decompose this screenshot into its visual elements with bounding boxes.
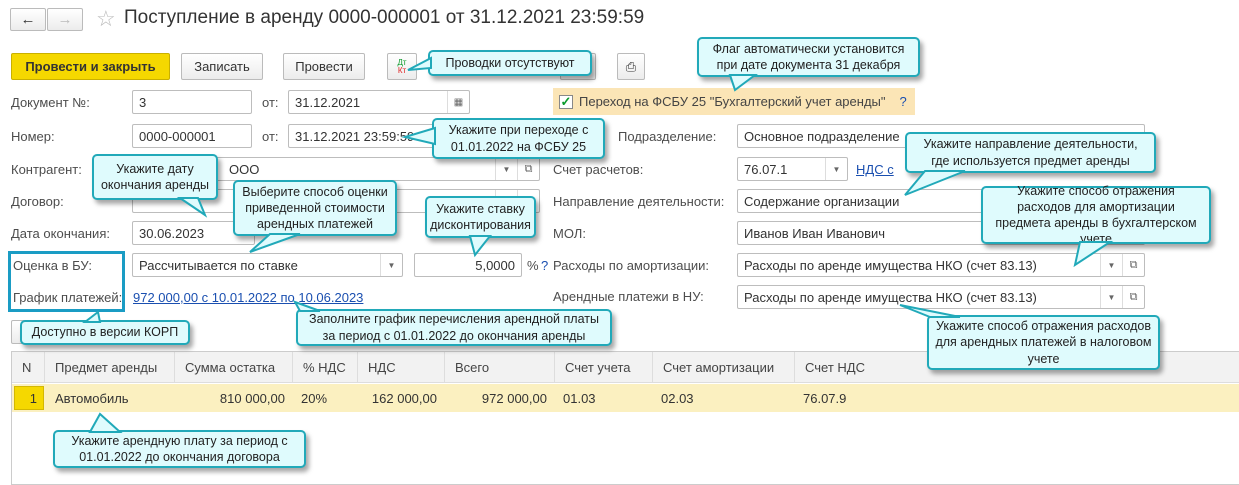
division-label: Подразделение: [618, 129, 717, 144]
callout-valuation: Выберите способ оценки приведенной стоим… [233, 180, 397, 236]
activity-value: Содержание организации [744, 193, 900, 209]
cell-total[interactable]: 972 000,00 [481, 390, 547, 406]
doc-date-input[interactable]: 31.12.2021 ▦ [288, 90, 470, 114]
from-label: от: [262, 95, 279, 110]
doc-no-input[interactable]: 3 [132, 90, 252, 114]
cell-subject[interactable]: Автомобиль [55, 390, 129, 406]
valuation-select[interactable]: Рассчитывается по ставке ▼ [132, 253, 403, 277]
from-label-2: от: [262, 129, 279, 144]
col-account[interactable]: Счет учета [555, 352, 653, 383]
fsbu-checkbox-label: Переход на ФСБУ 25 "Бухгалтерский учет а… [579, 94, 886, 109]
page-title: Поступление в аренду 0000-000001 от 31.1… [124, 7, 645, 28]
callout-rent: Укажите арендную плату за период с 01.01… [53, 430, 306, 468]
account-value: 76.07.1 [744, 161, 788, 177]
col-amort-account[interactable]: Счет амортизации [653, 352, 795, 383]
col-vat-rate[interactable]: % НДС [293, 352, 358, 383]
post-and-close-button[interactable]: Провести и закрыть [11, 53, 170, 80]
cell-vat-account[interactable]: 76.07.9 [803, 390, 847, 406]
kt-label: Кт [397, 65, 407, 75]
col-subject[interactable]: Предмет аренды [45, 352, 175, 383]
back-button[interactable]: ← [10, 8, 46, 31]
doc-no-label: Документ №: [11, 95, 90, 110]
open-icon[interactable]: ⧉ [517, 158, 539, 180]
callout-tax: Укажите способ отражения расходов для ар… [927, 315, 1160, 370]
tax-value: Расходы по аренде имущества НКО (счет 83… [744, 289, 1037, 305]
save-button[interactable]: Записать [181, 53, 263, 80]
cell-amort-account[interactable]: 02.03 [661, 390, 694, 406]
cell-balance[interactable]: 810 000,00 [219, 390, 285, 406]
col-vat[interactable]: НДС [358, 352, 445, 383]
schedule-label: График платежей: [13, 290, 123, 305]
print-button[interactable]: ⎙ [617, 53, 645, 80]
dropdown-icon[interactable]: ▼ [495, 158, 517, 180]
account-label: Счет расчетов: [553, 162, 644, 177]
col-balance[interactable]: Сумма остатка [175, 352, 293, 383]
dropdown-icon[interactable]: ▼ [1100, 254, 1122, 276]
amort-value: Расходы по аренде имущества НКО (счет 83… [744, 257, 1037, 273]
callout-postings: Проводки отсутствуют [428, 50, 592, 76]
dropdown-icon[interactable]: ▼ [1100, 286, 1122, 308]
tax-label: Арендные платежи в НУ: [553, 289, 704, 304]
tail-valuation [249, 233, 301, 253]
dt-label: Дт [397, 57, 407, 67]
valuation-value: Рассчитывается по ставке [139, 257, 298, 273]
account-select[interactable]: 76.07.1 ▼ [737, 157, 848, 181]
col-n[interactable]: N [12, 352, 45, 383]
contract-label: Договор: [11, 194, 64, 209]
table-row[interactable] [12, 384, 1239, 412]
tax-select[interactable]: Расходы по аренде имущества НКО (счет 83… [737, 285, 1145, 309]
contractor-label: Контрагент: [11, 162, 82, 177]
callout-activity: Укажите направление деятельности, где ис… [905, 132, 1156, 173]
number-input[interactable]: 0000-000001 [132, 124, 252, 148]
cell-vat[interactable]: 162 000,00 [371, 390, 437, 406]
valuation-label: Оценка в БУ: [13, 258, 92, 273]
mol-label: МОЛ: [553, 226, 586, 241]
rate-input[interactable]: 5,0000 [414, 253, 522, 277]
dropdown-icon[interactable]: ▼ [825, 158, 847, 180]
doc-date-value: 31.12.2021 [295, 94, 361, 110]
percent-label: % [527, 258, 539, 273]
activity-label: Направление деятельности: [553, 194, 725, 209]
division-value: Основное подразделение [744, 128, 900, 144]
calendar-icon[interactable]: ▦ [447, 91, 469, 113]
help-icon[interactable]: ? [899, 94, 907, 109]
callout-corp: Доступно в версии КОРП [20, 320, 190, 345]
callout-transition: Укажите при переходе с 01.01.2022 на ФСБ… [432, 118, 605, 159]
post-button[interactable]: Провести [283, 53, 365, 80]
number-date-input[interactable]: 31.12.2021 23:59:59 [288, 124, 470, 148]
amort-label: Расходы по амортизации: [553, 258, 710, 273]
corp-highlight-box [8, 251, 125, 312]
cell-vat-rate[interactable]: 20% [301, 390, 328, 406]
dt-kt-button[interactable]: Дт Кт [387, 53, 417, 80]
callout-schedule: Заполните график перечисления арендной п… [296, 309, 612, 346]
vat-link[interactable]: НДС с [856, 162, 894, 177]
cell-account[interactable]: 01.03 [563, 390, 596, 406]
end-date-label: Дата окончания: [11, 226, 110, 241]
col-total[interactable]: Всего [445, 352, 555, 383]
fsbu-checkbox-panel[interactable]: ✓ Переход на ФСБУ 25 "Бухгалтерский учет… [553, 88, 915, 115]
col-vat-account[interactable]: Счет НДС [805, 360, 865, 375]
dropdown-icon[interactable]: ▼ [380, 254, 402, 276]
mol-value: Иванов Иван Иванович [744, 225, 886, 241]
checkbox-checked-icon[interactable]: ✓ [559, 93, 573, 109]
open-icon[interactable]: ⧉ [1122, 254, 1144, 276]
forward-button[interactable]: → [47, 8, 83, 31]
callout-rate: Укажите ставку дисконтирования [425, 196, 536, 238]
star-icon[interactable]: ☆ [96, 6, 116, 31]
help-icon[interactable]: ? [541, 258, 549, 273]
printer-icon: ⎙ [625, 58, 637, 74]
amort-select[interactable]: Расходы по аренде имущества НКО (счет 83… [737, 253, 1145, 277]
cell-n[interactable]: 1 [14, 386, 44, 410]
number-label: Номер: [11, 129, 55, 144]
callout-amort: Укажите способ отражения расходов для ам… [981, 184, 1211, 246]
callout-flag: Флаг автоматически установится при дате … [697, 37, 920, 77]
schedule-link[interactable]: 972 000,00 с 10.01.2022 по 10.06.2023 [133, 290, 364, 305]
open-icon[interactable]: ⧉ [1122, 286, 1144, 308]
callout-end-date: Укажите дату окончания аренды [92, 154, 218, 200]
contractor-value: ООО [229, 161, 260, 177]
